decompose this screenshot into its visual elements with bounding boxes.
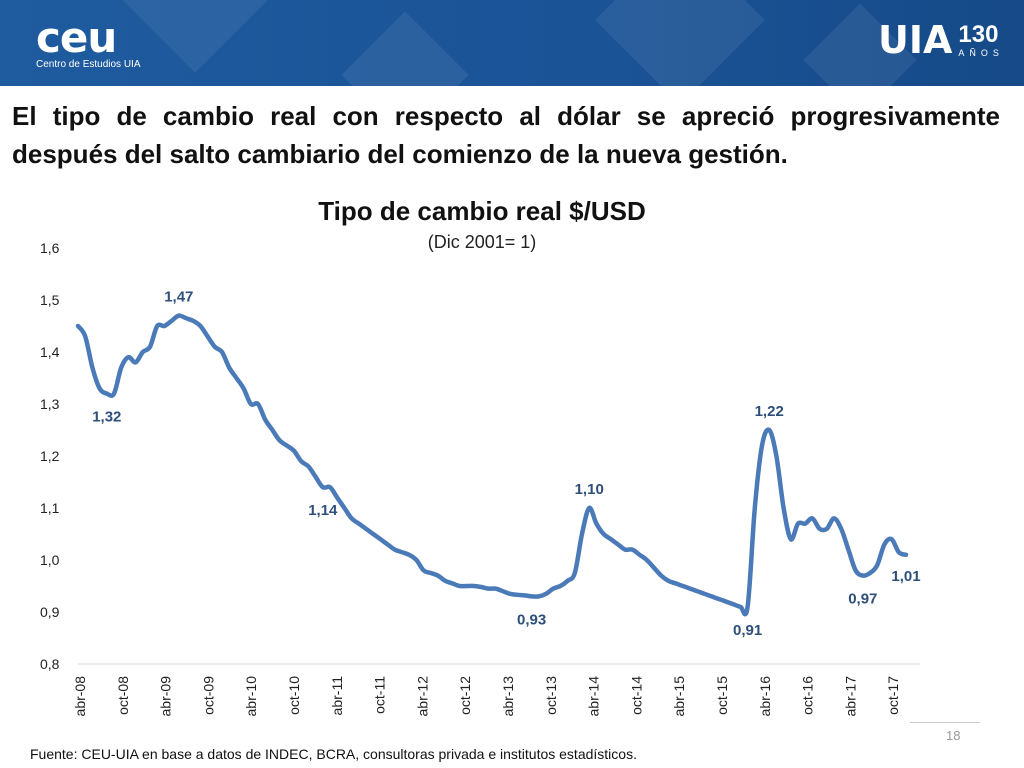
- ceu-logo-mark: ceu: [36, 13, 117, 62]
- x-tick-label: oct-16: [800, 676, 816, 715]
- x-tick-label: oct-17: [885, 676, 901, 715]
- x-tick-label: oct-13: [543, 676, 559, 715]
- x-tick-label: abr-16: [757, 676, 773, 717]
- y-tick-label: 1,0: [40, 552, 60, 568]
- uia-130-logo: UIA 130 AÑOS: [878, 18, 1004, 62]
- chart-title: Tipo de cambio real $/USD: [318, 196, 646, 226]
- y-tick-label: 0,9: [40, 604, 60, 620]
- data-label: 1,14: [308, 502, 338, 519]
- ceu-logo: ceu Centro de Estudios UIA: [36, 13, 141, 71]
- x-tick-label: oct-09: [200, 676, 216, 715]
- x-tick-label: abr-08: [72, 676, 88, 717]
- source-footnote: Fuente: CEU-UIA en base a datos de INDEC…: [30, 746, 637, 762]
- x-tick-label: oct-10: [286, 676, 302, 715]
- y-tick-label: 1,6: [40, 240, 60, 256]
- slide-headline: El tipo de cambio real con respecto al d…: [12, 101, 1000, 169]
- data-label: 1,01: [891, 568, 920, 585]
- header-decoration: [341, 11, 469, 86]
- series-line: [75, 313, 909, 617]
- anniversary-text: AÑOS: [958, 47, 1004, 58]
- x-tick-label: oct-11: [372, 676, 388, 714]
- y-tick-label: 0,8: [40, 656, 60, 672]
- x-tick-label: abr-15: [671, 676, 687, 717]
- x-tick-label: oct-12: [457, 676, 473, 715]
- header-banner: ceu Centro de Estudios UIA UIA 130 AÑOS: [0, 0, 1024, 86]
- ceu-logo-text: Centro de Estudios UIA: [36, 59, 141, 70]
- x-tick-label: abr-13: [500, 676, 516, 717]
- y-tick-label: 1,4: [40, 344, 60, 360]
- y-tick-label: 1,2: [40, 448, 60, 464]
- data-label: 0,97: [848, 591, 877, 608]
- y-tick-label: 1,3: [40, 396, 60, 412]
- data-label: 0,93: [517, 611, 546, 628]
- y-tick-label: 1,5: [40, 292, 60, 308]
- header-decoration: [595, 0, 765, 86]
- x-tick-label: oct-08: [115, 676, 131, 715]
- data-label: 0,91: [733, 622, 762, 639]
- x-tick-label: abr-12: [414, 676, 430, 717]
- uia-logo-mark: UIA: [878, 18, 953, 62]
- x-tick-label: abr-17: [842, 676, 858, 717]
- x-tick-label: abr-09: [158, 676, 174, 717]
- data-label: 1,10: [575, 481, 604, 498]
- page-number: 18: [946, 728, 961, 743]
- page-number-rule: [910, 722, 980, 723]
- x-tick-label: abr-10: [243, 676, 259, 717]
- y-tick-label: 1,1: [40, 500, 60, 516]
- data-label: 1,22: [755, 403, 784, 420]
- anniversary-number: 130: [958, 20, 999, 48]
- line-chart: 0,8 0,9 1,0 1,1 1,2 1,3 1,4 1,5 1,6 abr-08 oct-08 a…: [40, 240, 921, 717]
- x-tick-label: abr-14: [586, 676, 602, 717]
- x-tick-label: oct-14: [628, 676, 644, 715]
- x-tick-label: oct-15: [714, 676, 730, 715]
- chart-subtitle: (Dic 2001= 1): [427, 232, 537, 252]
- data-label: 1,47: [164, 289, 193, 306]
- x-tick-label: abr-11: [329, 676, 345, 716]
- data-label: 1,32: [92, 409, 121, 426]
